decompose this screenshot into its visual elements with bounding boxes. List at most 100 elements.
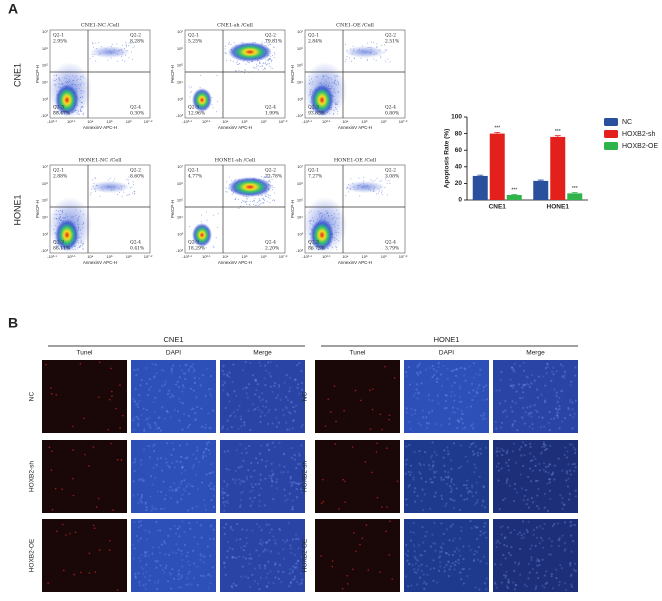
cell-dot [532,528,536,532]
cell-dot [199,384,202,387]
cell-dot [285,421,288,424]
cell-dot [282,471,285,474]
cell-dot [522,369,526,372]
cell-dot [209,394,213,397]
cell-dot [266,444,269,447]
cell-dot [415,388,418,391]
cell-dot [221,424,224,428]
cell-dot [178,364,181,367]
cell-dot [170,371,173,374]
cell-dot [229,525,232,528]
cell-dot [561,375,564,378]
quadrant-percent: 72.78% [265,174,283,180]
cell-dot [210,498,213,502]
cell-dot [331,565,334,568]
cell-dot [432,460,435,463]
cell-dot [291,538,294,541]
cell-dot [140,566,143,569]
cell-dot [295,496,299,499]
cell-dot [138,393,141,397]
micrograph [404,360,489,433]
cell-dot [453,550,456,553]
micrograph [315,519,400,592]
cell-dot [344,501,347,503]
scatter-dot [380,55,382,57]
cell-dot [157,426,160,429]
cell-dot [543,586,546,589]
cell-dot [206,574,209,577]
scatter-dot [263,176,265,178]
cell-dot [470,442,473,446]
cell-dot [501,525,504,528]
cell-dot [537,576,540,580]
error-bar [477,174,484,176]
cell-dot [410,584,413,587]
cell-dot [437,402,440,405]
cell-dot [133,520,136,524]
legend-swatch [604,130,618,138]
cell-dot [295,580,299,583]
scatter-dot [262,197,264,199]
cell-dot [153,581,157,584]
scatter-dot [253,199,255,201]
cell-dot [234,478,238,482]
scatter-dot [259,66,261,68]
cell-dot [268,372,271,375]
cell-dot [181,402,185,405]
cell-dot [164,457,167,461]
cell-dot [223,566,226,569]
cell-dot [425,426,429,430]
cell-dot [180,498,183,501]
cell-dot [476,558,480,561]
cell-dot [537,487,540,491]
cell-dot [194,411,197,415]
cell-dot [177,578,180,581]
cell-dot [559,390,562,393]
cell-dot [241,528,244,531]
cell-dot [457,419,460,422]
cell-dot [143,448,146,451]
cell-dot [299,572,303,575]
cell-dot [521,441,525,444]
cell-dot [445,394,448,397]
cell-dot [537,507,541,510]
cell-dot [167,534,170,538]
cell-dot [527,411,530,415]
cell-dot [154,508,157,511]
cell-dot [298,361,301,365]
cell-dot [243,544,246,548]
cell-dot [186,509,190,512]
cell-dot [222,501,225,504]
cell-dot [522,406,525,410]
x-axis-label: AnnexinV APC-H [83,125,117,130]
cell-dot [139,559,142,562]
cell-dot [528,385,531,389]
cell-dot [291,508,294,511]
cell-dot [110,442,112,445]
quadrant-name: Q2-3 [188,240,199,246]
cell-dot [422,541,425,544]
cell-dot [530,411,533,414]
cell-dot [169,497,173,500]
cell-dot [154,424,157,427]
cell-dot [273,384,276,387]
cell-dot [178,376,182,379]
cell-dot [288,585,291,588]
cell-dot [524,444,527,447]
cell-dot [420,569,423,572]
scatter-dot [92,46,94,48]
plot-title: CNE1-NC /Cell [81,23,120,29]
scatter-dot [265,64,267,66]
cell-dot [559,363,563,366]
cell-dot [437,556,441,559]
scatter-dot [54,110,56,112]
cell-dot [464,368,467,371]
cell-dot [249,490,252,493]
y-tick-label: 10⁵ [42,63,48,68]
cell-dot [409,539,413,542]
cell-dot [526,376,529,379]
cell-dot [177,569,180,572]
cell-dot [157,579,160,582]
cell-dot [446,476,450,479]
cell-dot [179,460,182,464]
